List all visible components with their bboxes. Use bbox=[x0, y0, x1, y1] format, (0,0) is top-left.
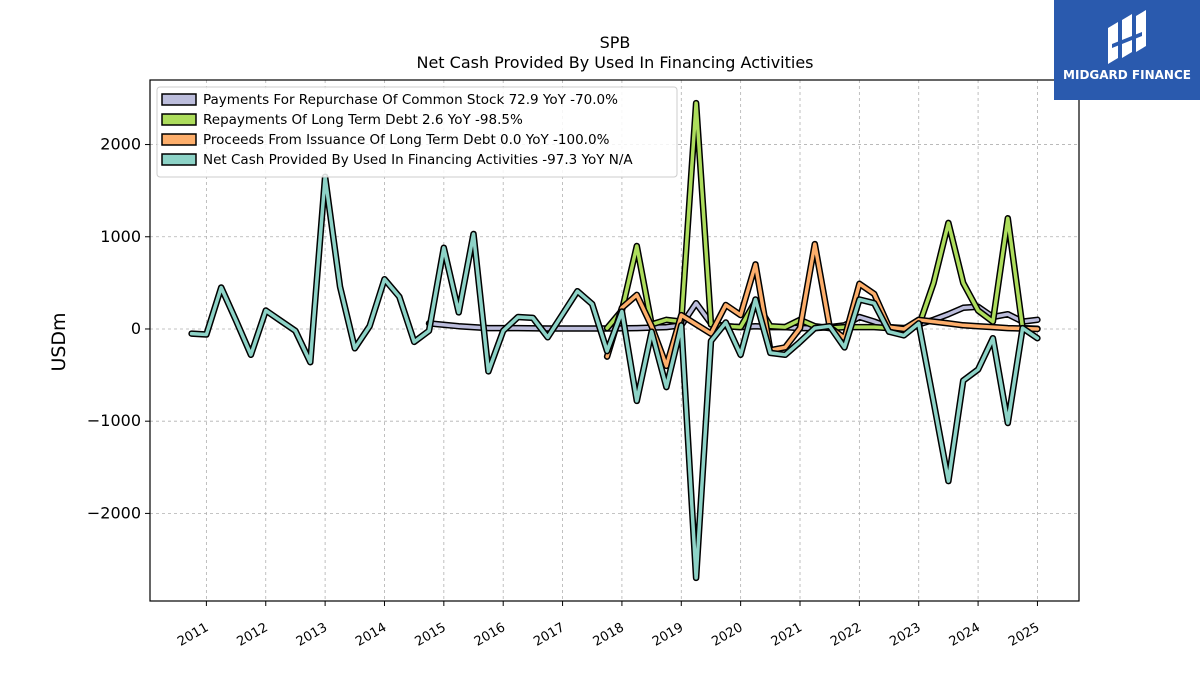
legend-swatch bbox=[161, 93, 197, 106]
x-tick-label: 2024 bbox=[947, 620, 983, 650]
legend-swatch bbox=[161, 113, 197, 126]
x-tick-label: 2023 bbox=[887, 620, 923, 650]
x-tick-label: 2016 bbox=[472, 620, 508, 650]
series-layer bbox=[188, 99, 1041, 582]
series-line-3 bbox=[189, 175, 1040, 580]
y-tick-label: −1000 bbox=[87, 411, 141, 430]
axes: −2000 −1000 0 1000 2000 2011 2012 2013 2014 2015 2… bbox=[87, 135, 1042, 650]
x-tick-label: 2019 bbox=[650, 620, 686, 650]
legend-entry-label: Proceeds From Issuance Of Long Term Debt… bbox=[203, 132, 610, 148]
chart-title: SPB bbox=[600, 33, 631, 52]
x-tick-label: 2025 bbox=[1006, 620, 1042, 650]
brand-name: MIDGARD FINANCE bbox=[1063, 68, 1191, 82]
x-tick-label: 2021 bbox=[769, 620, 805, 650]
y-tick-label: −2000 bbox=[87, 503, 141, 522]
brand-logo: MIDGARD FINANCE bbox=[1054, 0, 1200, 100]
x-tick-label: 2012 bbox=[234, 620, 270, 650]
legend-swatch bbox=[161, 133, 197, 146]
y-axis-label: USDm bbox=[48, 312, 70, 371]
legend: Payments For Repurchase Of Common Stock … bbox=[156, 86, 678, 178]
x-tick-label: 2020 bbox=[709, 620, 745, 650]
x-tick-label: 2014 bbox=[353, 620, 389, 650]
y-tick-label: 1000 bbox=[100, 227, 141, 246]
x-tick-label: 2011 bbox=[175, 620, 211, 650]
legend-entry-label: Net Cash Provided By Used In Financing A… bbox=[203, 152, 633, 168]
x-tick-label: 2018 bbox=[591, 620, 627, 650]
y-tick-label: 0 bbox=[131, 319, 141, 338]
y-tick-label: 2000 bbox=[100, 135, 141, 154]
x-tick-label: 2015 bbox=[413, 620, 449, 650]
midgard-logo-icon bbox=[1108, 10, 1146, 64]
legend-box bbox=[156, 86, 678, 178]
legend-entry-label: Repayments Of Long Term Debt 2.6 YoY -98… bbox=[203, 112, 523, 128]
legend-entry-label: Payments For Repurchase Of Common Stock … bbox=[203, 92, 618, 108]
legend-swatch bbox=[161, 153, 197, 166]
x-tick-label: 2013 bbox=[294, 620, 330, 650]
series-line-0 bbox=[427, 301, 1040, 331]
chart-subtitle: Net Cash Provided By Used In Financing A… bbox=[416, 53, 813, 72]
plot-frame bbox=[149, 79, 1080, 602]
x-tick-label: 2017 bbox=[531, 620, 567, 650]
x-tick-label: 2022 bbox=[828, 620, 864, 650]
